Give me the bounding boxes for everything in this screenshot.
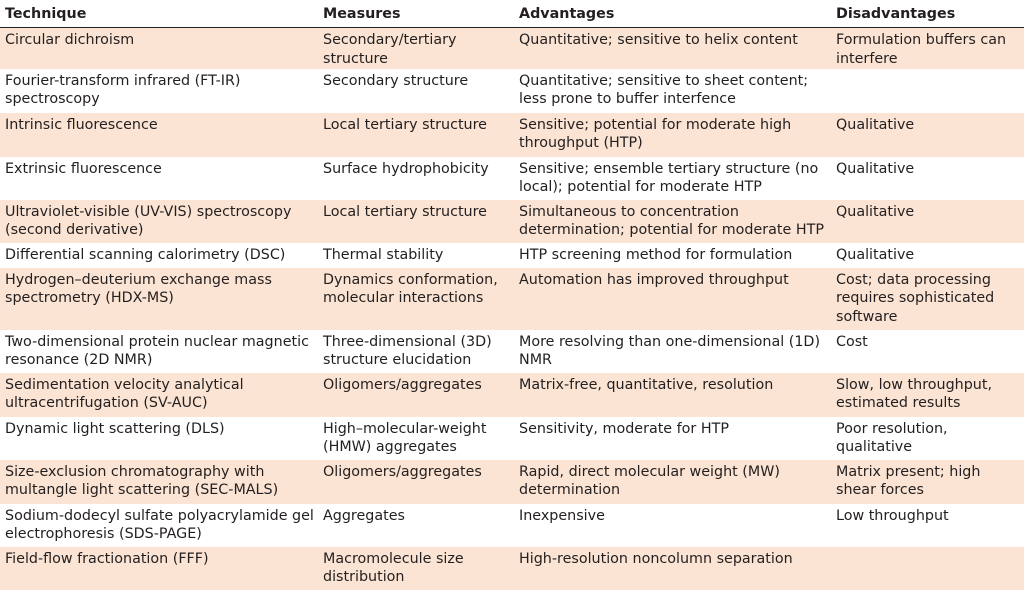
cell-advantages: HTP screening method for formulation [514, 242, 831, 268]
cell-advantages: Inexpensive [514, 503, 831, 547]
table-row: Dynamic light scattering (DLS) High–mole… [0, 416, 1024, 460]
table-row: Hydrogen–deuterium exchange mass spectro… [0, 267, 1024, 330]
cell-measures: Dynamics conformation, molecular interac… [318, 267, 514, 330]
cell-measures: Aggregates [318, 503, 514, 547]
table-row: Sedimentation velocity analytical ultrac… [0, 372, 1024, 417]
cell-advantages: Quantitative; sensitive to sheet content… [514, 68, 831, 113]
cell-disadvantages: Matrix present; high shear forces [831, 459, 1024, 504]
table-row: Intrinsic fluorescence Local tertiary st… [0, 112, 1024, 157]
cell-advantages: Sensitive; ensemble tertiary structure (… [514, 156, 831, 200]
header-measures: Measures [318, 0, 514, 28]
cell-technique: Size-exclusion chromatography with multa… [0, 459, 318, 504]
table-row: Ultraviolet-visible (UV-VIS) spectroscop… [0, 199, 1024, 243]
cell-disadvantages [831, 68, 1024, 113]
cell-disadvantages: Cost [831, 329, 1024, 373]
cell-advantages: Quantitative; sensitive to helix content [514, 27, 831, 69]
cell-disadvantages: Qualitative [831, 199, 1024, 243]
cell-technique: Two-dimensional protein nuclear magnetic… [0, 329, 318, 373]
cell-disadvantages: Cost; data processing requires sophistic… [831, 267, 1024, 330]
cell-technique: Intrinsic fluorescence [0, 112, 318, 157]
cell-advantages: More resolving than one-dimensional (1D)… [514, 329, 831, 373]
cell-technique: Field-flow fractionation (FFF) [0, 546, 318, 590]
table-row: Circular dichroism Secondary/tertiary st… [0, 27, 1024, 69]
cell-measures: Local tertiary structure [318, 112, 514, 157]
table-row: Two-dimensional protein nuclear magnetic… [0, 329, 1024, 373]
table-row: Extrinsic fluorescence Surface hydrophob… [0, 156, 1024, 200]
table-row: Differential scanning calorimetry (DSC) … [0, 242, 1024, 268]
cell-measures: Oligomers/aggregates [318, 372, 514, 417]
table-row: Size-exclusion chromatography with multa… [0, 459, 1024, 504]
cell-advantages: Simultaneous to concentration determinat… [514, 199, 831, 243]
cell-measures: Three-dimensional (3D) structure elucida… [318, 329, 514, 373]
cell-technique: Extrinsic fluorescence [0, 156, 318, 200]
table-header-row: Technique Measures Advantages Disadvanta… [0, 0, 1024, 28]
cell-measures: Local tertiary structure [318, 199, 514, 243]
cell-disadvantages: Qualitative [831, 156, 1024, 200]
table-row: Fourier-transform infrared (FT-IR) spect… [0, 68, 1024, 113]
cell-technique: Sedimentation velocity analytical ultrac… [0, 372, 318, 417]
cell-technique: Circular dichroism [0, 27, 318, 69]
table-row: Sodium-dodecyl sulfate polyacrylamide ge… [0, 503, 1024, 547]
cell-advantages: Matrix-free, quantitative, resolution [514, 372, 831, 417]
cell-disadvantages [831, 546, 1024, 590]
cell-technique: Sodium-dodecyl sulfate polyacrylamide ge… [0, 503, 318, 547]
cell-measures: Surface hydrophobicity [318, 156, 514, 200]
cell-disadvantages: Formulation buffers can interfere [831, 27, 1024, 69]
cell-disadvantages: Low throughput [831, 503, 1024, 547]
cell-technique: Fourier-transform infrared (FT-IR) spect… [0, 68, 318, 113]
cell-technique: Differential scanning calorimetry (DSC) [0, 242, 318, 268]
header-advantages: Advantages [514, 0, 831, 28]
table-row: Field-flow fractionation (FFF) Macromole… [0, 546, 1024, 590]
cell-measures: Oligomers/aggregates [318, 459, 514, 504]
cell-advantages: Rapid, direct molecular weight (MW) dete… [514, 459, 831, 504]
cell-advantages: High-resolution noncolumn separation [514, 546, 831, 590]
cell-disadvantages: Qualitative [831, 112, 1024, 157]
cell-advantages: Sensitive; potential for moderate high t… [514, 112, 831, 157]
cell-technique: Dynamic light scattering (DLS) [0, 416, 318, 460]
cell-disadvantages: Qualitative [831, 242, 1024, 268]
cell-technique: Ultraviolet-visible (UV-VIS) spectroscop… [0, 199, 318, 243]
header-technique: Technique [0, 0, 318, 28]
cell-measures: Secondary/tertiary structure [318, 27, 514, 69]
header-disadvantages: Disadvantages [831, 0, 1024, 28]
cell-measures: Macromolecule size distribution [318, 546, 514, 590]
cell-measures: Secondary structure [318, 68, 514, 113]
cell-technique: Hydrogen–deuterium exchange mass spectro… [0, 267, 318, 330]
cell-advantages: Sensitivity, moderate for HTP [514, 416, 831, 460]
cell-measures: High–molecular-weight (HMW) aggregates [318, 416, 514, 460]
cell-measures: Thermal stability [318, 242, 514, 268]
cell-disadvantages: Slow, low throughput, estimated results [831, 372, 1024, 417]
cell-disadvantages: Poor resolution, qualitative [831, 416, 1024, 460]
cell-advantages: Automation has improved throughput [514, 267, 831, 330]
